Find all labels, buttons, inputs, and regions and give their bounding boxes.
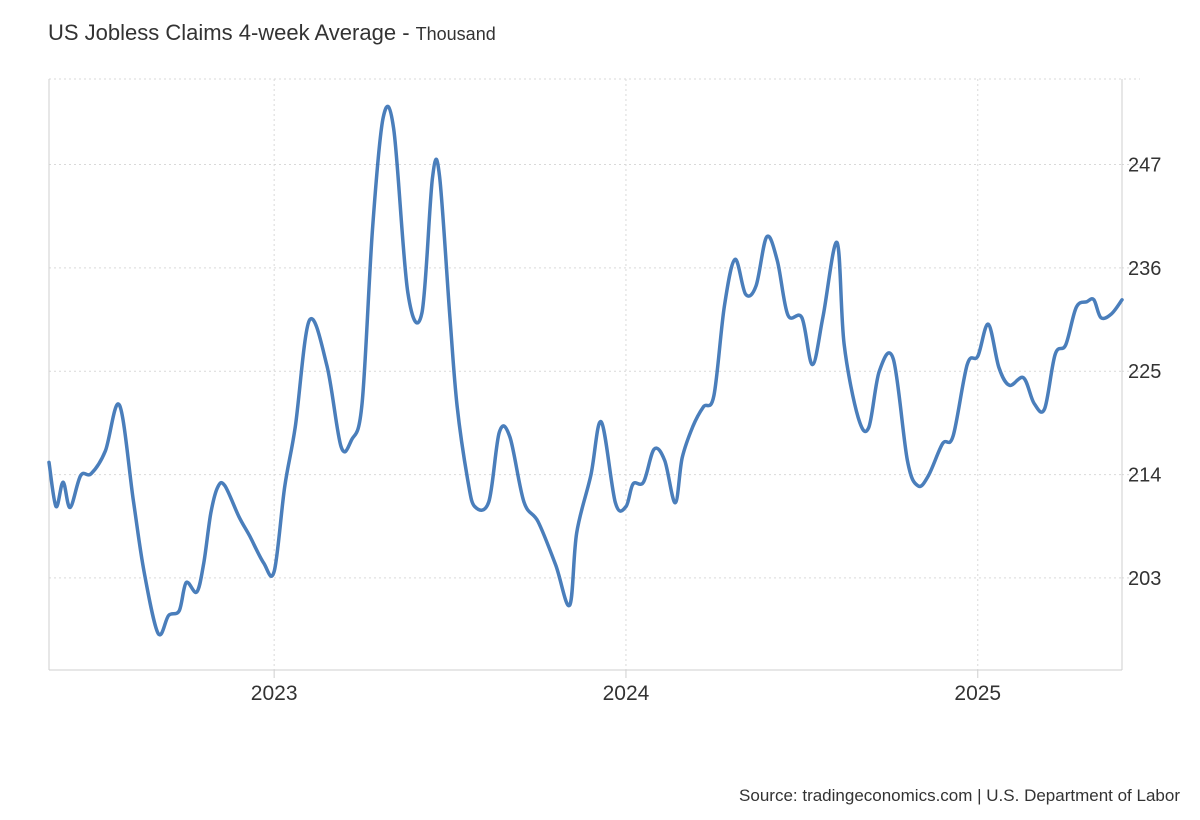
y-tick-label: 236 xyxy=(1128,258,1161,280)
y-tick-label: 225 xyxy=(1128,361,1161,383)
series-line xyxy=(47,104,1124,637)
chart-title-text: US Jobless Claims 4-week Average xyxy=(48,20,397,45)
chart-title: US Jobless Claims 4-week Average - Thous… xyxy=(48,20,496,46)
source-credit: Source: tradingeconomics.com | U.S. Depa… xyxy=(739,786,1180,805)
y-tick-label: 203 xyxy=(1128,568,1161,590)
x-tick-label: 2023 xyxy=(251,682,298,705)
chart-unit: Thousand xyxy=(415,24,496,44)
x-tick-label: 2024 xyxy=(603,682,650,705)
y-tick-label: 214 xyxy=(1128,465,1161,487)
x-tick-label: 2025 xyxy=(954,682,1001,705)
chart-title-separator: - xyxy=(396,20,416,45)
y-tick-label: 247 xyxy=(1128,155,1161,177)
